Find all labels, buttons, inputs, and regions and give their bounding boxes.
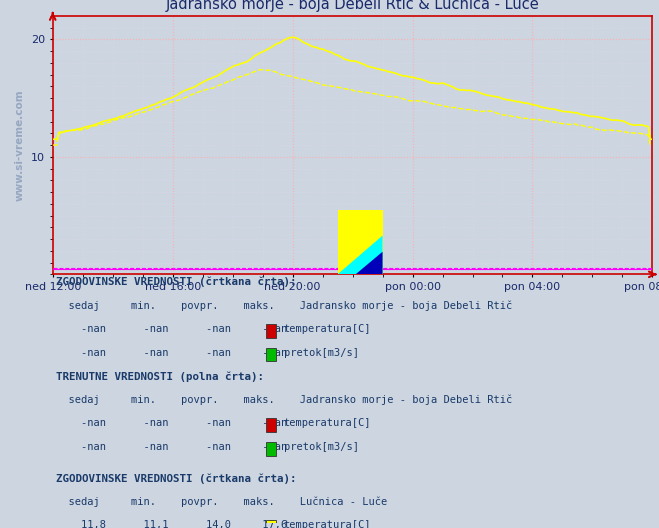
Bar (266, 324, 276, 338)
Text: temperatura[C]: temperatura[C] (283, 418, 371, 428)
Text: 11,8      11,1      14,0     17,6: 11,8 11,1 14,0 17,6 (56, 520, 287, 528)
Text: -nan      -nan      -nan     -nan: -nan -nan -nan -nan (56, 442, 287, 452)
Text: pretok[m3/s]: pretok[m3/s] (283, 347, 358, 357)
Text: sedaj     min.    povpr.    maks.    Lučnica - Luče: sedaj min. povpr. maks. Lučnica - Luče (56, 497, 387, 507)
Text: -nan      -nan      -nan     -nan: -nan -nan -nan -nan (56, 347, 287, 357)
Polygon shape (356, 252, 382, 275)
Title: Jadransko morje - boja Debeli Rtič & Lučnica - Luče: Jadransko morje - boja Debeli Rtič & Luč… (165, 0, 540, 12)
Text: -nan      -nan      -nan     -nan: -nan -nan -nan -nan (56, 418, 287, 428)
Polygon shape (337, 210, 382, 275)
Text: TRENUTNE VREDNOSTI (polna črta):: TRENUTNE VREDNOSTI (polna črta): (56, 371, 264, 382)
Bar (266, 520, 276, 528)
Bar (266, 418, 276, 432)
Text: sedaj     min.    povpr.    maks.    Jadransko morje - boja Debeli Rtič: sedaj min. povpr. maks. Jadransko morje … (56, 300, 512, 311)
Bar (266, 442, 276, 456)
Polygon shape (337, 235, 382, 275)
Text: temperatura[C]: temperatura[C] (283, 520, 371, 528)
Text: ZGODOVINSKE VREDNOSTI (črtkana črta):: ZGODOVINSKE VREDNOSTI (črtkana črta): (56, 277, 296, 287)
Text: www.si-vreme.com: www.si-vreme.com (14, 89, 25, 201)
Text: sedaj     min.    povpr.    maks.    Jadransko morje - boja Debeli Rtič: sedaj min. povpr. maks. Jadransko morje … (56, 395, 512, 406)
Text: -nan      -nan      -nan     -nan: -nan -nan -nan -nan (56, 324, 287, 334)
Text: ZGODOVINSKE VREDNOSTI (črtkana črta):: ZGODOVINSKE VREDNOSTI (črtkana črta): (56, 473, 296, 484)
Bar (266, 347, 276, 361)
Text: pretok[m3/s]: pretok[m3/s] (283, 442, 358, 452)
Text: temperatura[C]: temperatura[C] (283, 324, 371, 334)
